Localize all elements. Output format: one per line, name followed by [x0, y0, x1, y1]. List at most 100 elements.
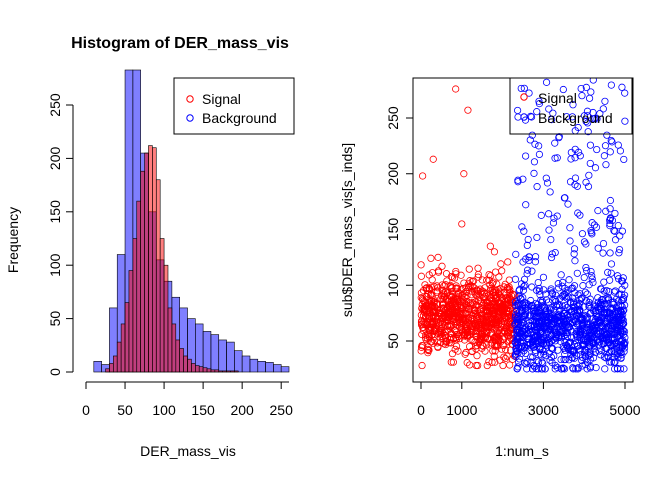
scatter-point-signal — [498, 267, 506, 275]
histogram-bar-background — [273, 364, 282, 373]
scatter-point-background — [606, 249, 614, 257]
scatter-point-signal — [452, 336, 460, 344]
scatter-point-background — [602, 331, 610, 339]
scatter-point-signal — [423, 334, 432, 343]
scatter-point-background — [512, 350, 520, 358]
scatter-point-background — [529, 340, 537, 348]
scatter-point-background — [522, 360, 530, 368]
scatter-y-ticks: 50 100 150 200 250 — [385, 106, 413, 349]
scatter-point-signal — [490, 303, 498, 311]
scatter-point-background — [518, 318, 526, 327]
scatter-point-background — [568, 354, 576, 362]
scatter-point-background — [522, 304, 530, 312]
scatter-point-background — [560, 309, 568, 317]
scatter-point-signal — [458, 326, 466, 334]
scatter-point-background — [554, 280, 562, 288]
scatter-point-signal — [490, 299, 498, 308]
scatter-point-background — [601, 365, 609, 373]
scatter-point-signal — [468, 347, 476, 355]
scatter-point-signal — [478, 291, 486, 299]
scatter-point-background — [616, 232, 624, 240]
scatter-point-background — [583, 365, 591, 373]
scatter-point-background — [512, 250, 520, 258]
scatter-point-background — [538, 302, 546, 310]
histogram-y-tick-label: 150 — [47, 200, 63, 224]
histogram-y-ticks: 0 50 100 150 200 250 — [47, 93, 73, 376]
scatter-point-background — [617, 354, 625, 362]
scatter-point-signal — [490, 248, 499, 256]
scatter-point-background — [593, 329, 601, 337]
scatter-point-signal — [483, 361, 491, 370]
scatter-point-background — [616, 365, 625, 373]
scatter-point-signal — [419, 342, 427, 350]
histogram-bar-signal — [218, 370, 223, 373]
scatter-point-signal — [419, 172, 427, 180]
scatter-point-background — [573, 182, 581, 190]
scatter-point-signal — [499, 361, 507, 370]
scatter-point-background — [603, 308, 612, 317]
scatter-point-background — [511, 275, 520, 283]
scatter-point-signal — [457, 271, 465, 279]
scatter-point-background — [614, 222, 622, 230]
scatter-point-background — [615, 297, 623, 305]
scatter-point-background — [542, 174, 550, 182]
scatter-point-signal — [422, 331, 430, 339]
scatter-point-background — [611, 227, 619, 235]
scatter-point-signal — [460, 279, 468, 287]
scatter-point-background — [584, 119, 592, 127]
scatter-legend-signal-label: Signal — [538, 90, 577, 106]
histogram-bar-signal — [113, 355, 118, 373]
scatter-point-background — [566, 224, 574, 232]
scatter-point-background — [551, 139, 559, 147]
scatter-point-background — [571, 289, 579, 297]
scatter-point-signal — [451, 326, 459, 335]
scatter-point-background — [571, 145, 579, 153]
scatter-point-signal — [488, 320, 496, 328]
histogram-bar-signal — [198, 366, 204, 373]
histogram-bar-signal — [128, 270, 134, 373]
scatter-point-signal — [466, 282, 474, 290]
scatter-point-signal — [434, 253, 442, 261]
scatter-point-background — [518, 223, 526, 231]
scatter-point-signal — [477, 311, 486, 319]
scatter-point-signal — [472, 302, 480, 310]
scatter-point-signal — [486, 307, 494, 316]
scatter-point-background — [616, 147, 625, 155]
scatter-point-background — [591, 114, 599, 123]
scatter-point-background — [590, 345, 599, 353]
scatter-point-signal — [447, 334, 455, 342]
histogram-bar-signal — [167, 307, 173, 373]
scatter-point-background — [553, 363, 562, 372]
histogram-bar-signal — [171, 323, 177, 373]
scatter-point-background — [587, 227, 595, 235]
scatter-point-background — [613, 272, 622, 280]
scatter-point-background — [595, 347, 603, 355]
scatter-point-background — [613, 304, 621, 312]
scatter-point-signal — [485, 358, 493, 366]
histogram-panel: Histogram of DER_mass_vis 0 50 100 150 200 25… — [5, 35, 295, 459]
scatter-point-background — [586, 347, 594, 355]
scatter-point-signal — [448, 288, 456, 296]
scatter-point-background — [515, 292, 523, 300]
scatter-point-background — [557, 334, 566, 342]
scatter-point-signal — [421, 306, 429, 314]
scatter-point-background — [618, 227, 627, 235]
scatter-point-background — [589, 278, 597, 287]
scatter-point-background — [610, 288, 618, 296]
scatter-point-background — [582, 240, 590, 248]
scatter-point-signal — [474, 289, 482, 298]
histogram-x-ticks: 0 50 100 150 200 250 — [82, 382, 293, 418]
scatter-point-background — [602, 354, 610, 362]
scatter-legend-background-marker — [520, 113, 528, 121]
scatter-point-background — [565, 322, 573, 331]
scatter-point-background — [613, 349, 621, 357]
scatter-point-background — [582, 178, 590, 186]
scatter-point-signal — [469, 282, 477, 291]
scatter-point-background — [533, 309, 542, 317]
scatter-point-background — [515, 333, 523, 341]
scatter-point-background — [585, 331, 594, 339]
scatter-y-tick-label: 200 — [385, 162, 401, 186]
scatter-point-background — [534, 365, 542, 373]
scatter-point-signal — [481, 323, 490, 332]
scatter-point-background — [582, 264, 590, 272]
